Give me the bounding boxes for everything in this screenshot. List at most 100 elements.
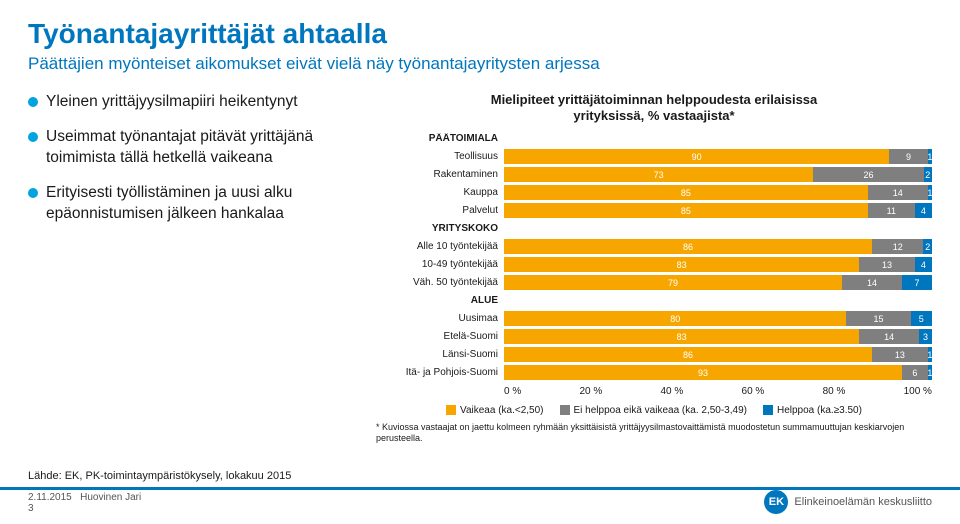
chart-title-line1: Mielipiteet yrittäjätoiminnan helppoudes… [491,92,818,107]
bar-segment: 73 [504,167,813,182]
bullet-list: Yleinen yrittäjyysilmapiiri heikentynyt U… [28,92,358,225]
bar-segment: 80 [504,311,846,326]
bar-segment: 15 [846,311,910,326]
axis-tick: 20 % [579,386,602,397]
chart-footnote: * Kuviossa vastaajat on jaettu kolmeen r… [376,422,932,445]
bar-wrap: 73262 [504,167,932,182]
bar-segment: 93 [504,365,902,380]
axis-tick: 40 % [661,386,684,397]
group-label: PÄÄTOIMIALA [376,133,504,144]
bar-segment: 26 [813,167,923,182]
legend-item: Ei helppoa eikä vaikeaa (ka. 2,50-3,49) [560,405,747,416]
chart-title: Mielipiteet yrittäjätoiminnan helppoudes… [376,92,932,125]
bar-wrap: 83134 [504,257,932,272]
bar-segment: 12 [872,239,923,254]
logo-text: Elinkeinoelämän keskusliitto [794,496,932,508]
bar-wrap: 86122 [504,239,932,254]
row-label: Etelä-Suomi [376,331,504,342]
row-label: 10-49 työntekijää [376,259,504,270]
chart-row: Alle 10 työntekijää86122 [376,239,932,255]
bar-segment: 2 [924,167,932,182]
chart-row: Rakentaminen73262 [376,167,932,183]
footer-date: 2.11.2015 [28,492,72,503]
source-text: Lähde: EK, PK-toimintaympäristökysely, l… [28,470,291,482]
bar-segment: 5 [911,311,932,326]
logo: EK Elinkeinoelämän keskusliitto [764,490,932,514]
bar-segment: 85 [504,185,868,200]
bar-wrap: 85114 [504,203,932,218]
chart-x-axis: 0 % 20 % 40 % 60 % 80 % 100 % [504,383,932,397]
row-label: Alle 10 työntekijää [376,241,504,252]
chart-row: Länsi-Suomi86131 [376,347,932,363]
logo-mark: EK [764,490,788,514]
row-label: Uusimaa [376,313,504,324]
group-label: YRITYSKOKO [376,223,504,234]
bar-segment: 2 [923,239,932,254]
bar-segment: 79 [504,275,842,290]
chart-row: Teollisuus9091 [376,149,932,165]
content-columns: Yleinen yrittäjyysilmapiiri heikentynyt U… [28,92,932,444]
row-label: Teollisuus [376,151,504,162]
chart-row: Itä- ja Pohjois-Suomi9361 [376,365,932,381]
left-column: Yleinen yrittäjyysilmapiiri heikentynyt U… [28,92,358,444]
chart-group-header: YRITYSKOKO [376,221,932,237]
chart-row: Väh. 50 työntekijää79147 [376,275,932,291]
bar-wrap: 9091 [504,149,932,164]
bar-wrap: 80155 [504,311,932,326]
bar-segment: 14 [868,185,928,200]
chart-group-header: ALUE [376,293,932,309]
bar-wrap: 83143 [504,329,932,344]
chart-row: Kauppa85141 [376,185,932,201]
bar-segment: 1 [928,347,932,362]
page-title: Työnantajayrittäjät ahtaalla [28,18,932,50]
page-subtitle: Päättäjien myönteiset aikomukset eivät v… [28,54,932,74]
bar-segment: 4 [915,257,932,272]
legend-item: Vaikeaa (ka.<2,50) [446,405,543,416]
footer-meta: 2.11.2015 Huovinen Jari 3 [28,492,141,514]
bullet-item: Yleinen yrittäjyysilmapiiri heikentynyt [28,92,358,113]
row-label: Palvelut [376,205,504,216]
legend-swatch [763,405,773,415]
chart-title-line2: yrityksissä, % vastaajista* [573,108,734,123]
legend-swatch [446,405,456,415]
axis-tick: 60 % [742,386,765,397]
axis-tick: 100 % [904,386,932,397]
chart-legend: Vaikeaa (ka.<2,50) Ei helppoa eikä vaikea… [376,405,932,416]
bar-segment: 1 [928,149,932,164]
bar-segment: 11 [868,203,915,218]
bar-segment: 13 [859,257,915,272]
bar-segment: 6 [902,365,928,380]
bar-segment: 14 [842,275,902,290]
bar-segment: 7 [902,275,932,290]
bar-segment: 86 [504,347,872,362]
bar-segment: 86 [504,239,872,254]
axis-tick: 0 % [504,386,521,397]
chart-row: 10-49 työntekijää83134 [376,257,932,273]
chart-row: Palvelut85114 [376,203,932,219]
bar-segment: 85 [504,203,868,218]
bar-segment: 83 [504,329,859,344]
chart-row: Etelä-Suomi83143 [376,329,932,345]
slide: Työnantajayrittäjät ahtaalla Päättäjien … [0,0,960,524]
bar-wrap: 9361 [504,365,932,380]
bullet-item: Useimmat työnantajat pitävät yrittäjänä … [28,127,358,169]
row-label: Länsi-Suomi [376,349,504,360]
bar-segment: 9 [889,149,928,164]
row-label: Kauppa [376,187,504,198]
footer-page: 3 [28,503,34,514]
legend-item: Helppoa (ka.≥3.50) [763,405,862,416]
bar-segment: 3 [919,329,932,344]
row-label: Väh. 50 työntekijää [376,277,504,288]
bar-segment: 83 [504,257,859,272]
row-label: Rakentaminen [376,169,504,180]
footer-author: Huovinen Jari [80,492,141,503]
row-label: Itä- ja Pohjois-Suomi [376,367,504,378]
bar-segment: 1 [928,365,932,380]
bar-segment: 4 [915,203,932,218]
stacked-bar-chart: PÄÄTOIMIALATeollisuus9091Rakentaminen732… [376,131,932,381]
legend-swatch [560,405,570,415]
chart-row: Uusimaa80155 [376,311,932,327]
bar-segment: 90 [504,149,889,164]
bullet-item: Erityisesti työllistäminen ja uusi alku … [28,183,358,225]
axis-tick: 80 % [823,386,846,397]
